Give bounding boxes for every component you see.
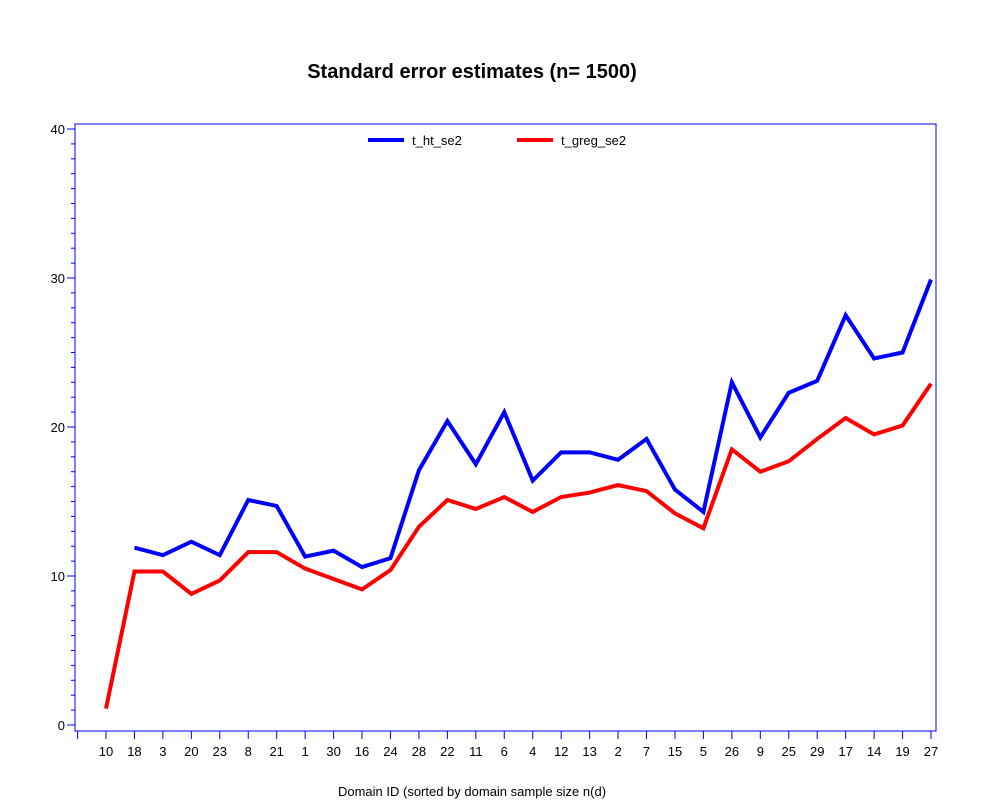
- chart-title: Standard error estimates (n= 1500): [307, 61, 637, 83]
- x-tick-label: 28: [412, 744, 426, 759]
- x-tick-label: 16: [355, 744, 369, 759]
- y-axis: 0 10 20 30 40: [51, 122, 75, 733]
- x-tick-label: 14: [867, 744, 881, 759]
- x-tick-label: 9: [757, 744, 764, 759]
- legend: t_ht_se2 t_greg_se2: [368, 133, 626, 148]
- x-tick-label: 4: [529, 744, 536, 759]
- x-tick-label: 24: [383, 744, 397, 759]
- x-tick-label: 26: [725, 744, 739, 759]
- y-tick-label: 20: [51, 420, 65, 435]
- x-tick-label: 15: [668, 744, 682, 759]
- x-tick-label: 25: [782, 744, 796, 759]
- x-tick-label: 21: [269, 744, 283, 759]
- plot-frame: [74, 123, 937, 732]
- x-tick-label: 7: [643, 744, 650, 759]
- legend-label: t_ht_se2: [412, 133, 462, 148]
- y-tick-label: 0: [58, 718, 65, 733]
- x-tick-label: 12: [554, 744, 568, 759]
- x-tick-label: 22: [440, 744, 454, 759]
- series-layer: [104, 278, 933, 710]
- series-line-t_greg_se2: [104, 382, 933, 710]
- x-tick-label: 10: [99, 744, 113, 759]
- x-axis: 10 18 3 20 23 8 21 1 30 16 24 28 22 11 6 4 12 13 2 7 15 5 26 9 2…: [77, 731, 938, 759]
- x-tick-label: 20: [184, 744, 198, 759]
- x-tick-label: 1: [302, 744, 309, 759]
- x-tick-label: 6: [501, 744, 508, 759]
- x-axis-label: Domain ID (sorted by domain sample size …: [338, 784, 606, 799]
- series-line-t_ht_se2: [133, 278, 933, 570]
- x-tick-label: 30: [326, 744, 340, 759]
- x-tick-label: 19: [895, 744, 909, 759]
- x-tick-label: 18: [127, 744, 141, 759]
- y-tick-label: 10: [51, 569, 65, 584]
- x-tick-label: 13: [582, 744, 596, 759]
- y-tick-label: 30: [51, 271, 65, 286]
- x-tick-label: 29: [810, 744, 824, 759]
- x-tick-label: 23: [213, 744, 227, 759]
- legend-label: t_greg_se2: [561, 133, 626, 148]
- x-tick-label: 2: [614, 744, 621, 759]
- x-tick-label: 3: [159, 744, 166, 759]
- y-tick-label: 40: [51, 122, 65, 137]
- x-tick-label: 11: [469, 744, 483, 759]
- x-tick-label: 8: [245, 744, 252, 759]
- x-tick-label: 27: [924, 744, 938, 759]
- x-tick-label: 17: [838, 744, 852, 759]
- x-tick-label: 5: [700, 744, 707, 759]
